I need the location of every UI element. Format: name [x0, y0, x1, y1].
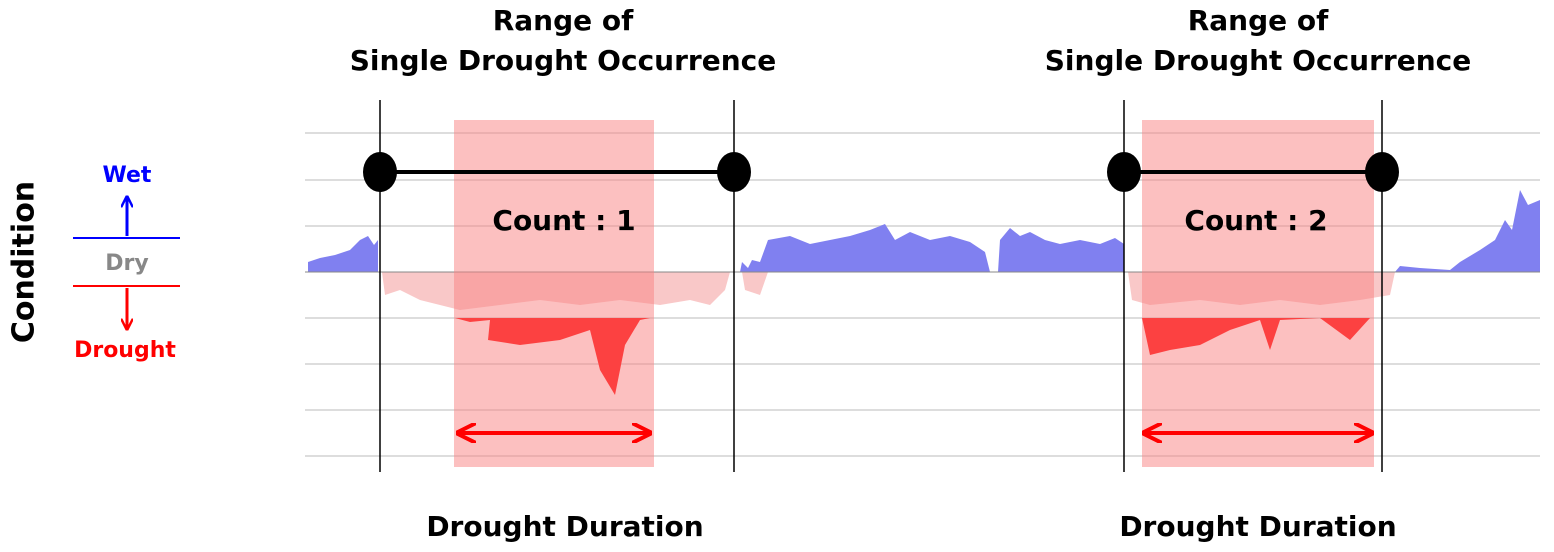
dry-label: Dry	[105, 251, 148, 276]
condition-legend: Condition Wet Dry Drought	[7, 163, 180, 363]
range-title: Range of	[493, 4, 634, 37]
duration-box	[454, 120, 654, 467]
range-title: Single Drought Occurrence	[1045, 44, 1471, 77]
range-dumbbell	[363, 152, 751, 192]
range-title: Single Drought Occurrence	[350, 44, 776, 77]
wet-label: Wet	[103, 163, 152, 188]
axis-label: Condition	[7, 181, 42, 343]
wet-area	[308, 190, 1540, 272]
range-title: Range of	[1188, 4, 1329, 37]
duration-label: Drought Duration	[426, 510, 703, 543]
count-label: Count : 1	[492, 204, 635, 237]
duration-box	[1142, 120, 1374, 467]
drought-label: Drought	[74, 338, 176, 363]
range-dumbbell	[1107, 152, 1399, 192]
count-label: Count : 2	[1184, 204, 1327, 237]
duration-label: Drought Duration	[1119, 510, 1396, 543]
